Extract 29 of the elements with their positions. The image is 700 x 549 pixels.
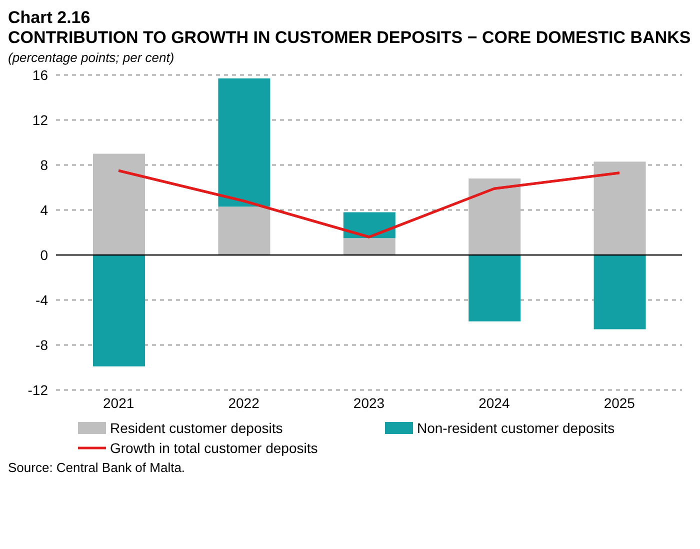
bar (468, 255, 521, 322)
bar (594, 255, 646, 330)
chart-subtitle: CONTRIBUTION TO GROWTH IN CUSTOMER DEPOSITS − CORE DOMESTIC BANKS (8, 28, 692, 48)
y-tick-label: -8 (36, 336, 48, 353)
x-tick-label: 2021 (103, 394, 134, 411)
legend-label: Growth in total customer deposits (110, 440, 318, 456)
x-tick-label: 2025 (604, 394, 636, 411)
y-tick-label: -4 (36, 292, 48, 308)
bar (93, 255, 145, 366)
bar (218, 78, 270, 207)
y-tick-label: 4 (40, 202, 48, 218)
x-tick-label: 2024 (478, 394, 510, 411)
bar (594, 162, 646, 255)
y-tick-label: 8 (40, 156, 48, 173)
bar (343, 238, 396, 255)
y-tick-label: 12 (32, 112, 48, 128)
y-tick-label: -12 (28, 382, 48, 398)
bar (468, 178, 521, 255)
y-axis-title: (percentage points; per cent) (8, 50, 176, 65)
y-tick-label: 0 (40, 246, 48, 263)
source-note: Source: Central Bank of Malta. (8, 460, 186, 475)
x-tick-label: 2023 (353, 394, 385, 411)
bar (93, 154, 145, 255)
x-tick-label: 2022 (228, 394, 260, 411)
y-tick-label: 16 (32, 66, 48, 83)
legend-label: Resident customer deposits (110, 420, 283, 436)
chart-title: Chart 2.16 (8, 8, 92, 28)
bar (218, 206, 270, 255)
legend-label: Non-resident customer deposits (417, 420, 615, 436)
